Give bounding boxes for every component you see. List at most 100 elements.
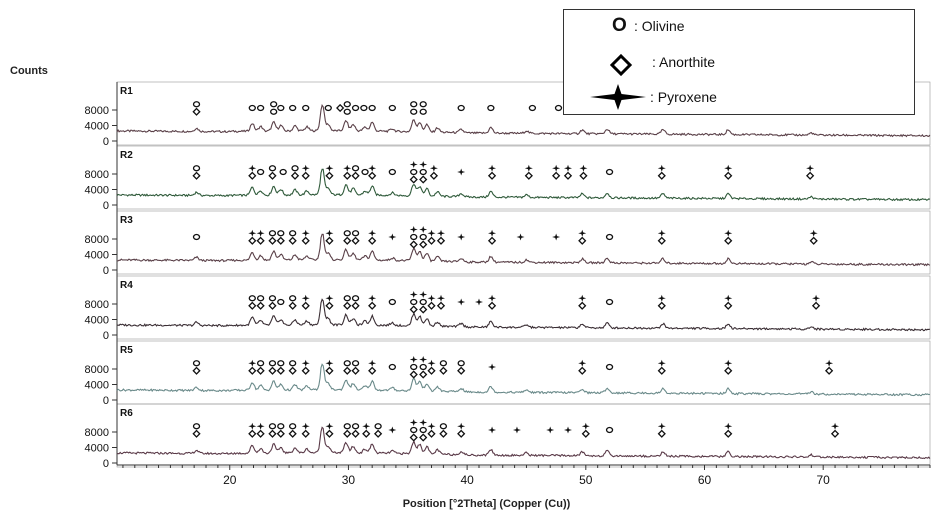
olivine-marker: [351, 295, 360, 302]
anorthite-marker: [192, 429, 201, 438]
anorthite-marker: [325, 171, 334, 180]
pyroxene-marker: [301, 294, 310, 302]
olivine-marker: [351, 230, 360, 237]
pyroxene-marker: [368, 164, 377, 172]
pyroxene-marker: [657, 294, 666, 302]
pyroxene-marker: [437, 229, 446, 237]
olivine-marker: [343, 360, 351, 367]
pyroxene-marker: [578, 359, 587, 367]
pyroxene-marker: [488, 294, 497, 302]
trace-R1: [116, 104, 931, 138]
panel-frame-R5: [116, 340, 931, 405]
pyroxene-marker: [301, 422, 310, 430]
olivine-marker: [277, 230, 285, 237]
y-tick-label: 0: [103, 136, 109, 148]
y-tick-label: 4000: [85, 185, 109, 197]
anorthite-marker: [325, 236, 334, 245]
olivine-marker: [419, 108, 427, 115]
pyroxene-marker: [825, 359, 834, 367]
y-tick-label: 4000: [85, 443, 109, 455]
legend-label: : Olivine: [634, 18, 685, 34]
x-tick-label: 50: [579, 473, 593, 487]
y-tick-label: 8000: [85, 299, 109, 311]
anorthite-marker: [268, 366, 277, 375]
anorthite-marker: [487, 236, 497, 245]
anorthite-marker: [276, 366, 285, 375]
olivine-marker: [279, 168, 287, 176]
pyroxene-marker: [419, 161, 428, 168]
anorthite-marker: [248, 366, 257, 375]
olivine-marker: [487, 104, 495, 112]
olivine-marker: [256, 360, 265, 367]
olivine-marker: [410, 426, 418, 434]
pyroxene-marker: [488, 229, 497, 237]
anorthite-marker: [301, 171, 310, 180]
anorthite-marker: [290, 171, 300, 180]
anorthite-marker: [336, 103, 345, 113]
olivine-marker: [270, 108, 278, 115]
pyroxene-marker: [248, 164, 257, 172]
olivine-marker: [360, 104, 368, 112]
pyroxene-marker: [429, 164, 438, 172]
series-label-R1: R1: [120, 86, 133, 97]
anorthite-marker: [343, 301, 352, 310]
anorthite-marker: [524, 171, 533, 180]
olivine-marker: [256, 168, 265, 176]
olivine-marker: [351, 165, 360, 172]
anorthite-marker: [657, 429, 666, 438]
diamond-icon: [610, 54, 632, 76]
anorthite-marker: [343, 366, 352, 375]
anorthite-marker: [192, 366, 201, 375]
anorthite-marker: [427, 236, 436, 245]
olivine-marker: [248, 295, 256, 302]
y-tick-label: 4000: [85, 380, 109, 392]
olivine-marker: [268, 165, 277, 172]
series-label-R5: R5: [120, 345, 133, 356]
olivine-marker: [605, 363, 614, 371]
anorthite-marker: [268, 236, 277, 245]
x-tick-label: 40: [460, 473, 474, 487]
pyroxene-marker: [724, 422, 733, 430]
olivine-marker: [410, 233, 418, 241]
anorthite-marker: [192, 107, 201, 116]
anorthite-marker: [578, 301, 587, 310]
pyroxene-marker: [409, 226, 418, 233]
anorthite-marker: [419, 370, 428, 379]
pyroxene-marker: [248, 229, 257, 237]
pyroxene-marker: [248, 422, 257, 430]
pyroxene-marker: [831, 422, 840, 430]
anorthite-marker: [427, 429, 436, 438]
anorthite-marker: [343, 171, 352, 180]
anorthite-marker: [373, 429, 383, 438]
anorthite-marker: [419, 175, 428, 184]
anorthite-marker: [351, 366, 360, 375]
olivine-marker: [351, 104, 360, 112]
olivine-marker: [192, 101, 201, 108]
anorthite-marker: [487, 171, 497, 180]
olivine-marker: [256, 104, 265, 112]
pyroxene-marker: [362, 422, 371, 430]
olivine-marker: [419, 298, 427, 306]
series-label-R3: R3: [120, 215, 133, 226]
pyroxene-marker: [457, 233, 466, 241]
y-tick-label: 0: [103, 200, 109, 212]
olivine-marker: [388, 363, 397, 371]
pyroxene-marker: [427, 359, 436, 367]
olivine-marker: [388, 168, 397, 176]
anorthite-marker: [248, 171, 257, 180]
olivine-marker: [439, 360, 448, 367]
anorthite-marker: [487, 301, 497, 310]
anorthite-marker: [579, 171, 588, 180]
x-tick-label: 70: [817, 473, 831, 487]
pyroxene-marker: [564, 426, 573, 434]
pyroxene-marker: [368, 359, 377, 367]
pyroxene-marker: [325, 422, 334, 430]
anorthite-marker: [325, 366, 334, 375]
anorthite-marker: [256, 366, 265, 375]
anorthite-marker: [368, 366, 377, 375]
legend-label: : Pyroxene: [650, 89, 717, 105]
olivine-marker: [410, 108, 418, 115]
pyroxene-marker: [368, 229, 377, 237]
olivine-marker: [268, 295, 277, 302]
olivine-marker: [268, 230, 277, 237]
